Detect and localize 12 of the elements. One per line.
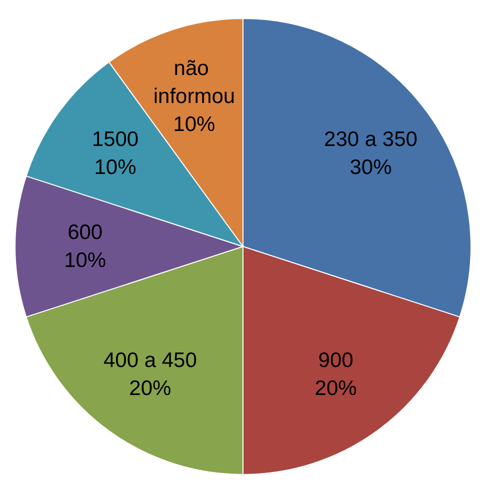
data-label: 30%	[350, 156, 392, 180]
slice-label: 400 a 450	[103, 348, 197, 372]
slice-label: 900	[318, 348, 354, 372]
slice-label: 1500	[92, 128, 139, 152]
data-label: 20%	[314, 376, 357, 400]
data-label: 10%	[64, 249, 106, 272]
data-label: 10%	[173, 112, 216, 136]
data-label: 20%	[129, 376, 172, 400]
slice-label: 600	[68, 221, 103, 244]
slice-label: não informou	[153, 56, 236, 108]
data-label: 10%	[94, 156, 136, 180]
slice-label: 230 a 350	[324, 128, 418, 152]
